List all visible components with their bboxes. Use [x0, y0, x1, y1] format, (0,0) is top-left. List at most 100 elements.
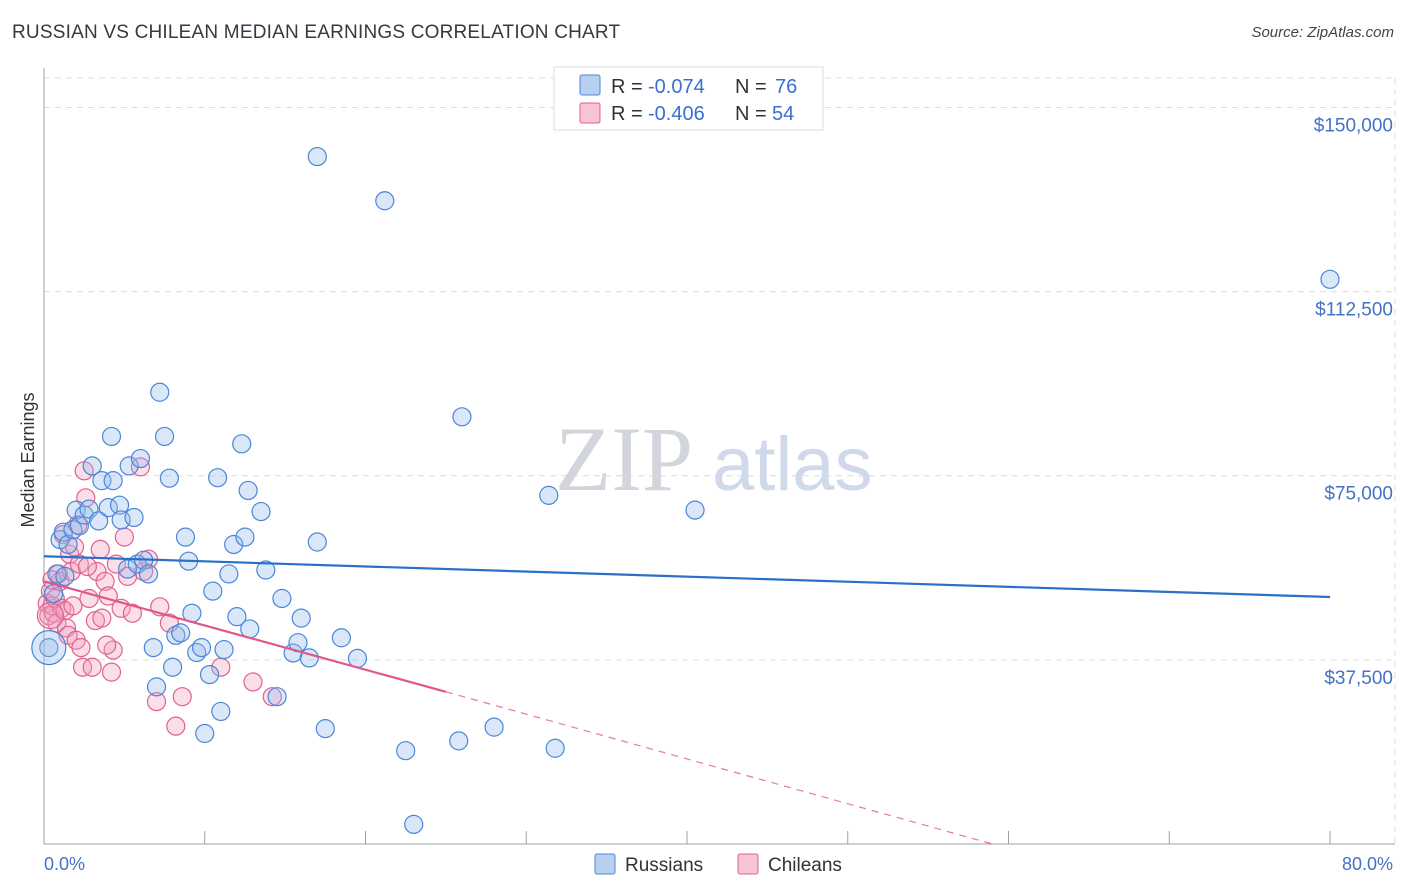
chileans-point-46 — [172, 687, 192, 707]
legend-n-value-russians: 76 — [775, 76, 797, 98]
chileans-point-50 — [77, 556, 98, 577]
russians-point-21 — [119, 456, 139, 476]
russians-point-53 — [251, 501, 271, 522]
russians-point-59 — [291, 608, 311, 628]
russians-point-46 — [219, 564, 239, 584]
legend-n-label-russians: N = — [735, 76, 767, 98]
legend-r-value-russians: -0.074 — [648, 76, 705, 98]
russians-point-1 — [44, 583, 64, 604]
y-tick-label-2: $112,500 — [1315, 300, 1393, 321]
chileans-point-30 — [95, 571, 115, 591]
bottom-legend-chileans: Chileans — [768, 855, 842, 876]
chileans-point-28 — [90, 539, 110, 559]
chileans-points — [36, 457, 282, 736]
y-tick-label-1: $75,000 — [1324, 484, 1393, 505]
series-legend: Russians Chileans — [594, 853, 842, 876]
y-tick-label-0: $37,500 — [1324, 668, 1393, 689]
legend-r-value-chileans: -0.406 — [648, 103, 705, 125]
russians-point-63 — [331, 628, 351, 648]
x-tick-label-max: 80.0% — [1342, 854, 1393, 874]
russians-point-45 — [214, 639, 234, 660]
watermark-zip: ZIP — [555, 408, 693, 510]
russians-point-30 — [154, 426, 175, 447]
watermark-atlas: atlas — [712, 422, 873, 507]
russians-point-72 — [539, 485, 559, 505]
y-axis-label: Median Earnings — [18, 392, 38, 527]
russians-point-54 — [256, 560, 276, 580]
chileans-point-large — [36, 602, 65, 630]
russians-point-32 — [163, 657, 183, 677]
russians-point-5 — [55, 566, 75, 586]
russians-point-74 — [685, 500, 705, 520]
russians-point-56 — [272, 588, 292, 609]
russians-point-40 — [195, 723, 215, 744]
russians-point-39 — [191, 637, 212, 658]
legend-swatch-chileans — [579, 102, 601, 124]
russians-point-12 — [82, 456, 102, 476]
russians-point-44 — [211, 701, 231, 722]
chileans-point-21 — [72, 657, 93, 677]
chileans-point-25 — [82, 657, 102, 677]
grid-lines — [44, 77, 1396, 844]
x-tick-labels: 0.0% 80.0% — [44, 854, 1393, 874]
russians-point-15 — [98, 498, 118, 518]
russians-point-27 — [143, 637, 163, 658]
russians-point-73 — [545, 738, 565, 758]
russians-point-13 — [89, 511, 109, 531]
russians-point-47 — [224, 534, 244, 555]
chileans-point-42 — [146, 692, 167, 712]
russians-point-66 — [307, 146, 327, 167]
legend-swatch-russians — [579, 74, 601, 96]
russians-point-55 — [267, 687, 287, 707]
russians-point-24 — [130, 448, 151, 469]
correlation-legend: R = -0.074 N = 76 R = -0.406 N = 54 — [553, 66, 824, 131]
chileans-point-16 — [63, 596, 83, 616]
russians-point-41 — [199, 664, 220, 685]
chileans-point-29 — [92, 608, 112, 628]
russians-point-9 — [69, 516, 89, 536]
russians-point-67 — [396, 741, 416, 761]
russians-point-48 — [227, 607, 247, 627]
legend-n-label-chileans: N = — [735, 103, 767, 125]
russians-point-62 — [315, 719, 335, 739]
russians-point-large — [31, 629, 67, 666]
chart-title: RUSSIAN VS CHILEAN MEDIAN EARNINGS CORRE… — [12, 22, 621, 43]
bottom-legend-russians: Russians — [625, 855, 703, 876]
chileans-point-36 — [114, 527, 134, 547]
chileans-point-32 — [101, 662, 122, 682]
chileans-point-27 — [87, 561, 107, 582]
russians-point-43 — [208, 468, 228, 488]
russians-point-29 — [150, 382, 170, 402]
russians-point-68 — [404, 814, 424, 834]
legend-r-label-russians: R = — [611, 76, 643, 98]
russians-point-65 — [375, 191, 395, 211]
russians-point-70 — [452, 407, 472, 427]
russians-point-22 — [124, 507, 144, 528]
russians-point-75 — [1320, 269, 1340, 289]
russians-point-71 — [484, 717, 504, 737]
russians-point-14 — [92, 471, 112, 491]
axes — [43, 68, 1395, 845]
russians-point-20 — [117, 559, 138, 579]
russians-point-42 — [203, 581, 223, 601]
russians-point-26 — [138, 564, 159, 584]
russians-trend-line — [43, 555, 1331, 599]
russians-point-18 — [109, 495, 130, 515]
chileans-point-51 — [97, 635, 117, 655]
russians-point-6 — [58, 534, 78, 555]
chileans-trend-extension — [445, 691, 993, 845]
russians-point-69 — [449, 731, 469, 751]
russians-point-61 — [307, 532, 327, 552]
russians-point-28 — [146, 677, 167, 697]
chileans-point-48 — [243, 672, 263, 692]
russians-point-17 — [103, 471, 123, 491]
bottom-legend-swatch-chileans — [737, 853, 759, 875]
russians-point-31 — [159, 468, 179, 488]
chileans-point-45 — [166, 716, 186, 736]
chileans-point-33 — [103, 640, 123, 660]
chileans-point-49 — [262, 687, 282, 707]
chart-source: Source: ZipAtlas.com — [1251, 24, 1394, 41]
legend-r-label-chileans: R = — [611, 103, 643, 125]
watermark: ZIP atlas — [555, 408, 873, 510]
russians-point-2 — [47, 564, 67, 584]
